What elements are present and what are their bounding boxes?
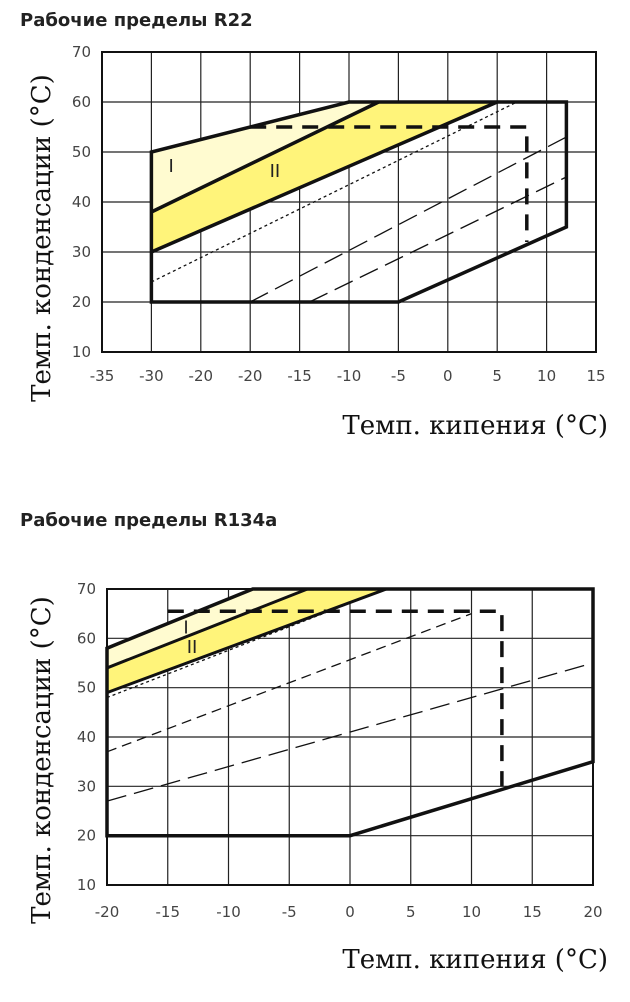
zone-label-I: I (183, 617, 188, 638)
y-tick-label: 40 (72, 193, 91, 211)
x-tick-label: 15 (586, 367, 605, 385)
limit-line (250, 125, 529, 242)
y-axis-label: Темп. конденсации (°C) (27, 596, 57, 924)
x-tick-label: -5 (282, 903, 297, 921)
operating-envelope (105, 587, 595, 838)
y-tick-label: 10 (72, 343, 91, 361)
y-tick-label: 50 (72, 143, 91, 161)
y-tick-label: 30 (72, 243, 91, 261)
zone-divider-line (150, 100, 380, 214)
x-tick-label: 5 (492, 367, 502, 385)
zone-divider-line (106, 587, 309, 670)
dashed-reference-line (106, 613, 472, 753)
x-tick-label: 10 (462, 903, 481, 921)
x-tick-label: 10 (537, 367, 556, 385)
chart-r22: I II-35 -30 -20 -20 -15 -10 -5 0 5 10 1510203040506… (27, 43, 608, 441)
y-tick-label: 50 (77, 679, 96, 697)
x-tick-label: -20 (95, 903, 120, 921)
chart-title-r22: Рабочие пределы R22 (20, 10, 253, 31)
x-axis-label: Темп. кипения (°C) (342, 945, 608, 975)
zone-divider-line (106, 587, 387, 695)
y-tick-label: 20 (72, 293, 91, 311)
dashed-reference-line (309, 176, 567, 303)
y-tick-label: 40 (77, 728, 96, 746)
y-tick-label: 60 (77, 629, 96, 647)
dashed-reference-line (249, 136, 567, 303)
y-tick-label: 30 (77, 777, 96, 795)
x-tick-label: -20 (238, 367, 263, 385)
x-tick-label: 20 (583, 903, 602, 921)
zone-label-II: II (187, 637, 198, 658)
plot-frame (101, 51, 597, 353)
x-tick-label: 0 (443, 367, 453, 385)
x-tick-label: -20 (189, 367, 214, 385)
x-tick-label: 5 (406, 903, 416, 921)
x-tick-label: -15 (156, 903, 181, 921)
operating-envelope (149, 100, 569, 304)
x-tick-label: 15 (523, 903, 542, 921)
chart-title-r134a: Рабочие пределы R134a (20, 510, 278, 531)
dashed-reference-line (106, 588, 387, 699)
zone-label-II: II (270, 161, 281, 182)
x-axis-label: Темп. кипения (°C) (342, 411, 608, 441)
chart-r134a: III -20 -15 -10 -5 0 5 10 15 20 10 20 30 40 50 60 70 Темп… (27, 580, 608, 975)
zone-label-I: I (169, 156, 174, 177)
x-tick-label: -15 (287, 367, 312, 385)
y-axis-label: Темп. конденсации (°C) (27, 74, 57, 402)
y-tick-label: 70 (72, 43, 91, 61)
x-tick-label: -5 (391, 367, 406, 385)
dashed-reference-line (151, 101, 518, 283)
limit-line (167, 609, 504, 787)
x-tick-label: -10 (216, 903, 241, 921)
y-tick-label: 10 (77, 876, 96, 894)
x-tick-label: -10 (337, 367, 362, 385)
x-tick-label: 0 (345, 903, 355, 921)
y-tick-label: 60 (72, 93, 91, 111)
y-tick-label: 20 (77, 827, 96, 845)
y-tick-label: 70 (77, 580, 96, 598)
x-tick-label: -35 (90, 367, 115, 385)
x-tick-label: -30 (139, 367, 164, 385)
dashed-reference-line (106, 662, 594, 802)
